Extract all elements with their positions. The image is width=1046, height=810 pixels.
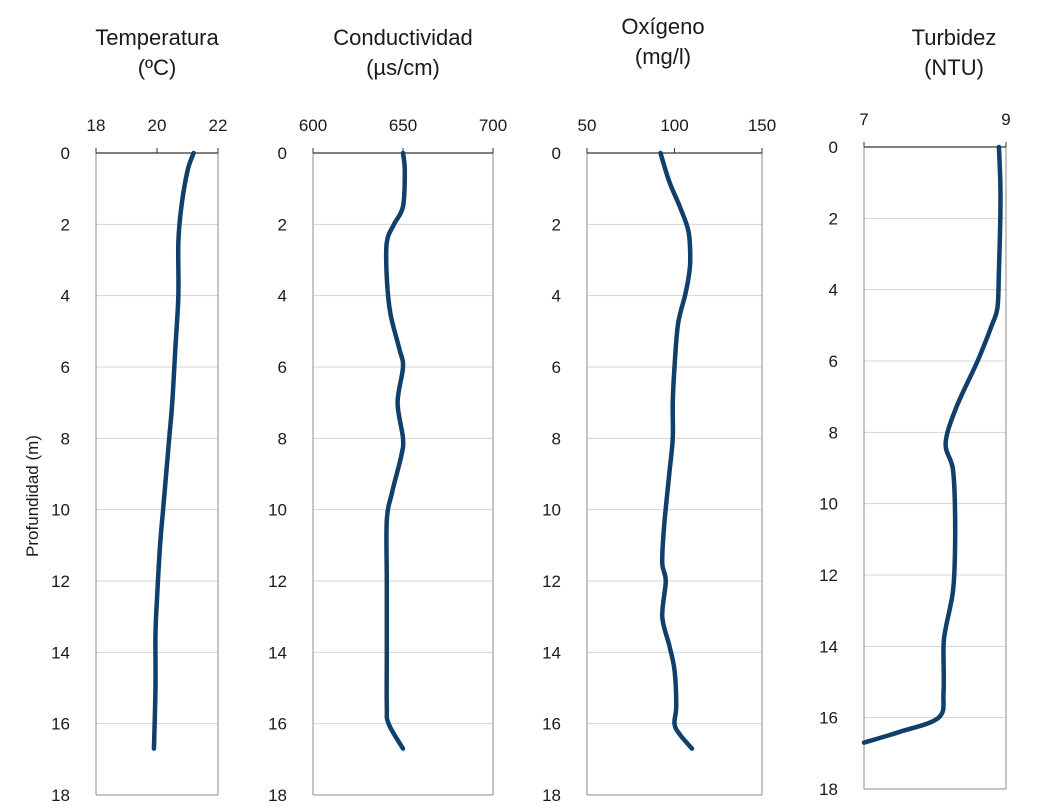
- y-tick-label: 6: [278, 358, 287, 377]
- x-tick-label: 150: [748, 116, 776, 135]
- y-tick-label: 4: [829, 281, 838, 300]
- x-tick-label: 700: [479, 116, 507, 135]
- y-tick-label: 18: [819, 780, 838, 799]
- chart-title-line-2: (ºC): [138, 55, 177, 80]
- series-line-1: [861, 144, 1003, 745]
- y-axis-label: Profundidad (m): [23, 435, 42, 557]
- chart-panel-1: Temperatura (ºC) 18 20 22 0 2 4 6 8 10 12 14 16 18: [51, 25, 227, 805]
- y-tick-label: 14: [819, 637, 838, 656]
- y-tick-label: 16: [268, 715, 287, 734]
- y-tick-label: 18: [268, 786, 287, 805]
- chart-panel-3: Oxígeno (mg/l) 50 100 150 0 2 4 6 8 10 12 14 16 18: [542, 14, 776, 805]
- y-tick-label: 2: [829, 209, 838, 228]
- y-tick-label: 12: [819, 566, 838, 585]
- y-tick-label: 8: [61, 429, 70, 448]
- y-tick-label: 2: [552, 215, 561, 234]
- chart-title-line-2: (mg/l): [635, 44, 691, 69]
- y-tick-label: 4: [278, 287, 287, 306]
- y-tick-label: 14: [268, 643, 287, 662]
- series-line-1: [151, 150, 196, 751]
- y-tick-label: 10: [51, 501, 70, 520]
- y-tick-label: 16: [819, 709, 838, 728]
- x-tick-label: 7: [859, 110, 868, 129]
- y-tick-label: 10: [819, 495, 838, 514]
- y-tick-label: 8: [829, 423, 838, 442]
- y-tick-label: 12: [51, 572, 70, 591]
- y-tick-label: 16: [542, 715, 561, 734]
- y-tick-label: 6: [552, 358, 561, 377]
- y-tick-label: 2: [278, 215, 287, 234]
- chart-panel-2: Conductividad (µs/cm) 600 650 700 0 2 4 6 8 10 12 14…: [268, 25, 507, 805]
- chart-title-line-1: Oxígeno: [621, 14, 704, 39]
- y-tick-label: 10: [542, 501, 561, 520]
- y-tick-label: 8: [552, 429, 561, 448]
- y-tick-label: 12: [268, 572, 287, 591]
- x-tick-label: 18: [87, 116, 106, 135]
- y-tick-label: 0: [552, 144, 561, 163]
- y-tick-label: 16: [51, 715, 70, 734]
- chart-title-line-1: Temperatura: [95, 25, 219, 50]
- x-tick-label: 22: [209, 116, 228, 135]
- y-tick-label: 6: [61, 358, 70, 377]
- y-tick-label: 18: [51, 786, 70, 805]
- y-tick-label: 0: [61, 144, 70, 163]
- chart-title-line-2: (NTU): [924, 55, 984, 80]
- x-tick-label: 100: [660, 116, 688, 135]
- y-tick-label: 12: [542, 572, 561, 591]
- y-tick-label: 10: [268, 501, 287, 520]
- chart-title-line-1: Conductividad: [333, 25, 472, 50]
- y-tick-label: 0: [829, 138, 838, 157]
- y-tick-label: 4: [61, 287, 70, 306]
- chart-title-line-1: Turbidez: [912, 25, 997, 50]
- y-tick-label: 2: [61, 215, 70, 234]
- y-tick-label: 14: [542, 643, 561, 662]
- y-tick-label: 0: [278, 144, 287, 163]
- y-tick-label: 6: [829, 352, 838, 371]
- y-tick-label: 18: [542, 786, 561, 805]
- x-tick-label: 9: [1001, 110, 1010, 129]
- chart-title-line-2: (µs/cm): [366, 55, 440, 80]
- y-tick-label: 8: [278, 429, 287, 448]
- y-tick-label: 4: [552, 287, 561, 306]
- x-tick-label: 600: [299, 116, 327, 135]
- x-tick-label: 650: [389, 116, 417, 135]
- x-tick-label: 20: [148, 116, 167, 135]
- y-tick-label: 14: [51, 643, 70, 662]
- x-tick-label: 50: [578, 116, 597, 135]
- chart-panel-4: Turbidez (NTU) 7 9 0 2 4 6 8 10 12 14 16 18: [819, 25, 1011, 799]
- series-line-1: [383, 150, 408, 751]
- series-line-1: [658, 150, 695, 751]
